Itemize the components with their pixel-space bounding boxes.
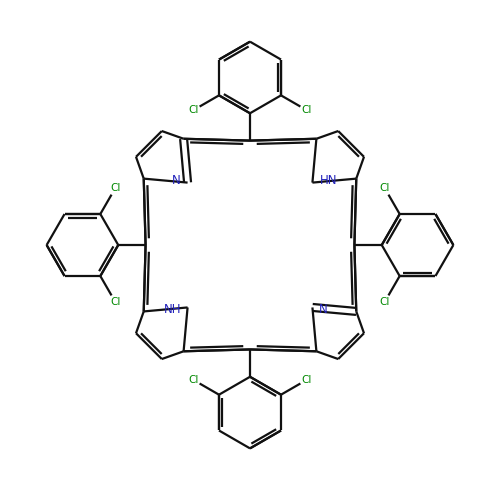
Text: HN: HN — [320, 174, 337, 186]
Text: Cl: Cl — [188, 106, 198, 116]
Text: Cl: Cl — [110, 183, 120, 193]
Text: Cl: Cl — [302, 106, 312, 116]
Text: Cl: Cl — [188, 375, 198, 385]
Text: Cl: Cl — [380, 183, 390, 193]
Text: NH: NH — [164, 304, 182, 316]
Text: Cl: Cl — [380, 297, 390, 307]
Text: N: N — [172, 174, 181, 186]
Text: Cl: Cl — [110, 297, 120, 307]
Text: Cl: Cl — [302, 375, 312, 385]
Text: N: N — [319, 304, 328, 316]
